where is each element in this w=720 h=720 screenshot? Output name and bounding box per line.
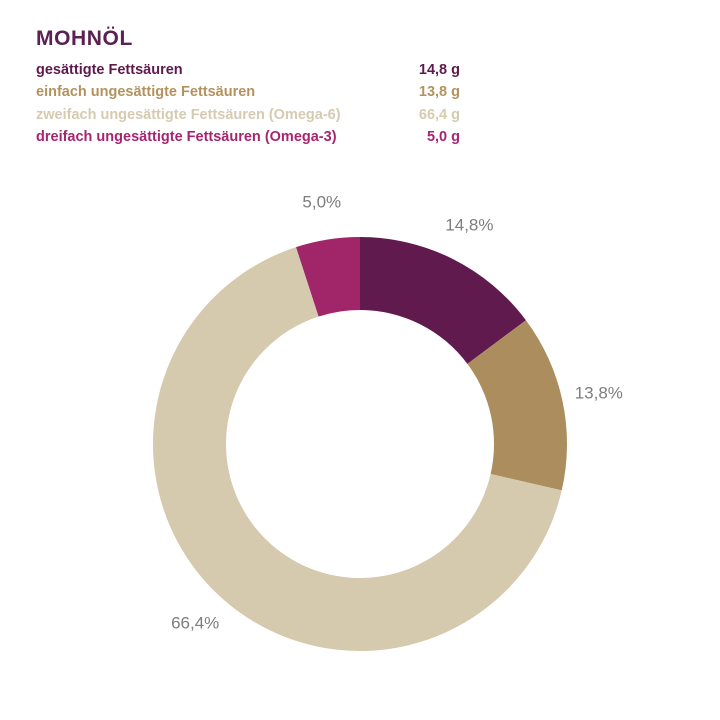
slice-percent-label-1: 13,8% [575,383,623,402]
legend-value: 13,8 g [418,84,460,101]
donut-slice-1 [467,320,568,491]
legend-row-polyunsaturated-omega6: zweifach ungesättigte Fettsäuren (Omega-… [36,104,460,126]
donut-slice-2 [153,247,562,651]
header: MOHNÖL [36,28,460,50]
page-title: MOHNÖL [36,27,133,50]
legend-row-saturated: gesättigte Fettsäuren 14,8 g [36,59,460,81]
donut-slice-0 [360,237,526,364]
legend-row-monounsaturated: einfach ungesättigte Fettsäuren 13,8 g [36,81,460,103]
legend-value: 66,4 g [418,106,460,123]
legend-label: zweifach ungesättigte Fettsäuren (Omega-… [36,106,341,123]
legend-label: einfach ungesättigte Fettsäuren [36,84,256,101]
legend-row-polyunsaturated-omega3: dreifach ungesättigte Fettsäuren (Omega-… [36,126,460,148]
legend: gesättigte Fettsäuren 14,8 g einfach ung… [36,59,460,148]
legend-value: 5,0 g [426,128,460,145]
legend-value: 14,8 g [418,62,460,78]
legend-label: gesättigte Fettsäuren [36,62,183,78]
donut-slice-3 [296,237,360,317]
slice-percent-label-3: 5,0% [302,192,341,211]
slice-percent-label-0: 14,8% [445,215,493,234]
slice-percent-label-2: 66,4% [171,613,219,632]
legend-label: dreifach ungesättigte Fettsäuren (Omega-… [36,128,337,145]
